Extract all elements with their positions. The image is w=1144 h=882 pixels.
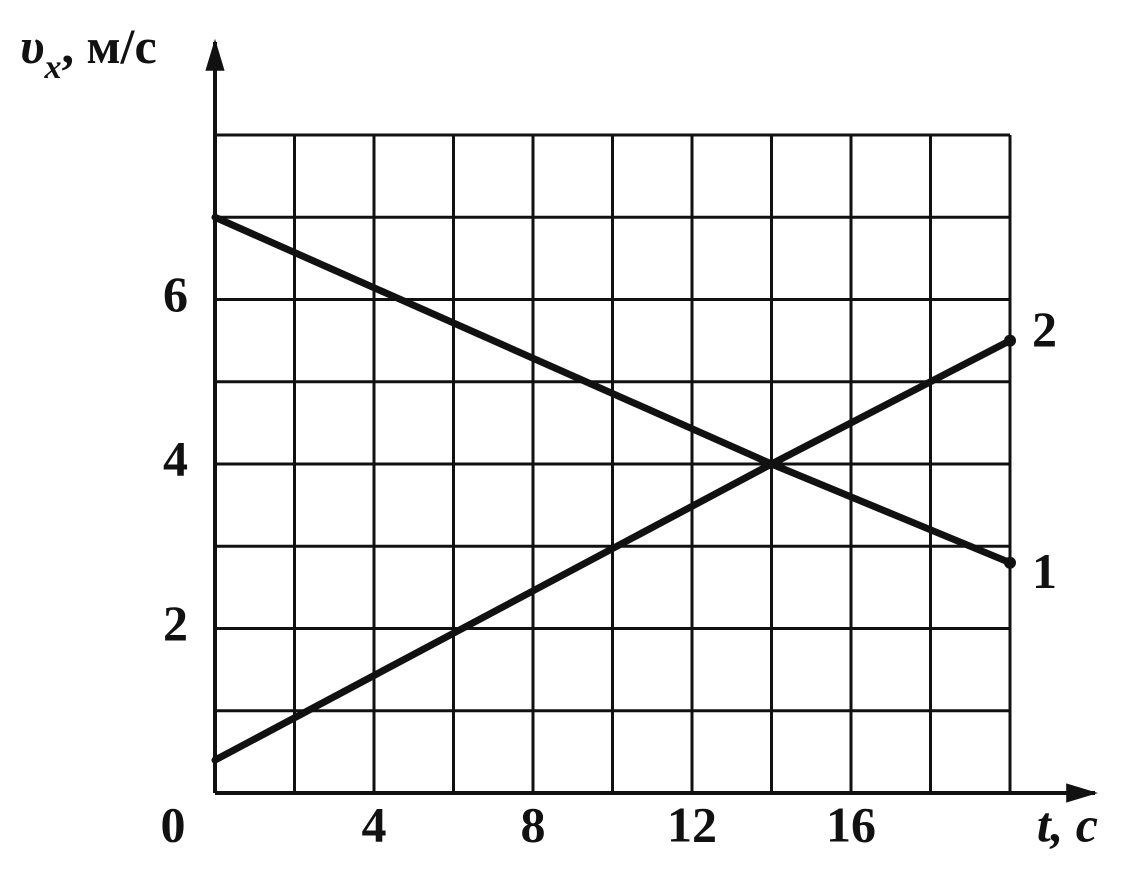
y-subscript: x [44,49,62,86]
end-dot [1004,334,1016,347]
y-axis-label: υx, м/с [20,18,157,85]
y-symbol: υ [20,18,45,74]
x-tick-label: 0 [161,796,186,852]
series-label: 2 [1032,301,1057,357]
x-tick-label: 8 [521,796,546,852]
x-tick-label: 12 [667,796,717,852]
x-axis-label: t, с [1037,796,1098,852]
series-line [211,337,1014,764]
x-tick-label: 4 [362,796,387,852]
y-tick-label: 2 [163,595,188,651]
y-unit: , м/с [62,18,157,74]
y-tick-label: 6 [163,266,188,322]
end-dot [1004,556,1016,569]
y-tick-label: 4 [163,430,188,486]
series-label: 1 [1032,543,1057,599]
x-tick-label: 16 [826,796,876,852]
